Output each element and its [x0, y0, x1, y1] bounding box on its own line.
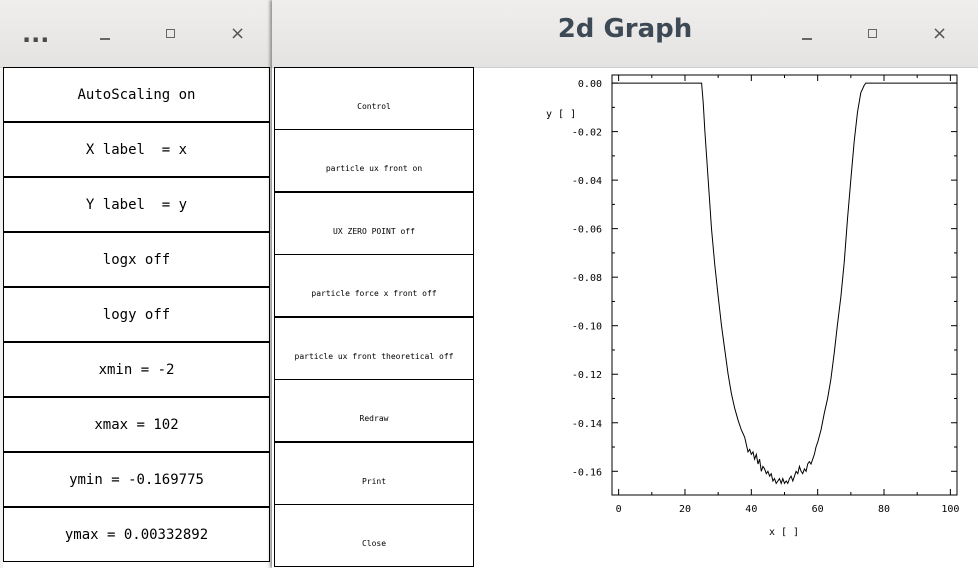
- redraw-button[interactable]: Redraw: [274, 379, 474, 442]
- x-tick-label: 100: [941, 504, 959, 515]
- y-tick-label: -0.12: [572, 370, 602, 381]
- graph-titlebar: 2d Graph ×: [272, 0, 978, 68]
- autoscaling-button[interactable]: AutoScaling on: [3, 67, 270, 122]
- close-icon[interactable]: ×: [230, 23, 246, 44]
- x-axis: 0 20 40 60 80 100: [616, 75, 959, 515]
- left-titlebar: ... ×: [0, 0, 272, 68]
- y-tick-label: -0.06: [572, 225, 602, 236]
- y-axis: 0.00 -0.02 -0.04 -0.06 -0.08 -0.10 -0.12 -0.14 -…: [572, 79, 957, 478]
- particle-ux-front-button[interactable]: particle ux front on: [274, 129, 474, 192]
- maximize-icon[interactable]: [868, 29, 877, 38]
- x-tick-label: 80: [878, 504, 890, 515]
- plot-frame: [611, 74, 958, 496]
- window-title: 2d Graph: [557, 14, 693, 44]
- minimize-icon[interactable]: [802, 38, 812, 40]
- particle-force-x-front-button[interactable]: particle force x front off: [274, 254, 474, 317]
- ux-zero-point-button[interactable]: UX ZERO POINT off: [274, 192, 474, 255]
- print-button[interactable]: Print: [274, 442, 474, 505]
- ymax-button[interactable]: ymax = 0.00332892: [3, 507, 270, 562]
- control-button[interactable]: Control: [274, 67, 474, 130]
- close-icon[interactable]: ×: [932, 23, 948, 44]
- x-tick-label: 0: [616, 504, 622, 515]
- y-tick-label: -0.04: [572, 176, 602, 187]
- ymin-button[interactable]: ymin = -0.169775: [3, 452, 270, 507]
- axis-settings-window: ... × AutoScaling on X label = x Y label…: [0, 0, 272, 568]
- x-label-button[interactable]: X label = x: [3, 122, 270, 177]
- y-tick-label: -0.16: [572, 467, 602, 478]
- x-tick-label: 40: [745, 504, 757, 515]
- x-tick-label: 20: [679, 504, 691, 515]
- logy-button[interactable]: logy off: [3, 287, 270, 342]
- y-axis-label: y [ ]: [546, 109, 576, 120]
- xmax-button[interactable]: xmax = 102: [3, 397, 270, 452]
- minimize-icon[interactable]: [100, 38, 110, 40]
- logx-button[interactable]: logx off: [3, 232, 270, 287]
- y-tick-label: -0.14: [572, 419, 602, 430]
- x-tick-label: 60: [812, 504, 824, 515]
- y-tick-label: -0.08: [572, 273, 602, 284]
- axis-settings-list: AutoScaling on X label = x Y label = y l…: [3, 67, 270, 568]
- particle-ux-theoretical-button[interactable]: particle ux front theoretical off: [274, 317, 474, 380]
- xmin-button[interactable]: xmin = -2: [3, 342, 270, 397]
- x-axis-label: x [ ]: [769, 527, 799, 538]
- data-series-line: [612, 82, 957, 485]
- y-tick-label: -0.02: [572, 128, 602, 139]
- y-label-button[interactable]: Y label = y: [3, 177, 270, 232]
- menu-dots-icon[interactable]: ...: [22, 20, 50, 48]
- graph-plot-area: 0.00 -0.02 -0.04 -0.06 -0.08 -0.10 -0.12 -0.14 -…: [546, 74, 959, 538]
- y-tick-label: -0.10: [572, 322, 602, 333]
- graph-window: 2d Graph × Control particle ux front on …: [272, 0, 978, 568]
- graph-control-panel: Control particle ux front on UX ZERO POI…: [274, 67, 474, 568]
- maximize-icon[interactable]: [166, 29, 175, 38]
- close-button[interactable]: Close: [274, 504, 474, 567]
- y-tick-label: 0.00: [578, 79, 602, 90]
